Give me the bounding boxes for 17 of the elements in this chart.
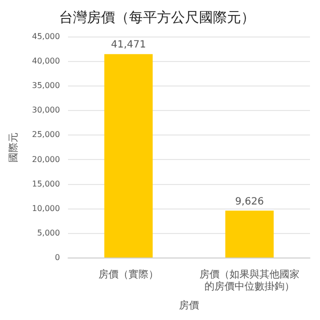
x-axis-title: 房價: [178, 300, 199, 312]
y-tick-label: 15,000: [32, 179, 60, 188]
y-tick-label: 5,000: [37, 228, 60, 238]
y-tick-label: 35,000: [32, 81, 60, 90]
x-tick-label: 房價（實際）: [98, 268, 158, 281]
y-tick-label: 40,000: [32, 56, 60, 66]
y-tick-label: 20,000: [32, 154, 60, 164]
y-tick-label: 30,000: [32, 106, 60, 115]
y-tick-label: 0: [54, 253, 60, 262]
y-axis-title: 國際元: [8, 132, 20, 162]
data-label: 41,471: [110, 40, 146, 51]
y-tick-label: 10,000: [32, 204, 60, 213]
chart-title: 台灣房價（每平方公尺國際元）: [59, 10, 255, 26]
x-tick-label: 房價（如果與其他國家的房價中位數掛鉤）: [200, 268, 300, 293]
y-tick-label: 25,000: [32, 130, 60, 140]
data-label: 9,626: [235, 196, 264, 208]
y-tick-label: 45,000: [32, 32, 60, 41]
